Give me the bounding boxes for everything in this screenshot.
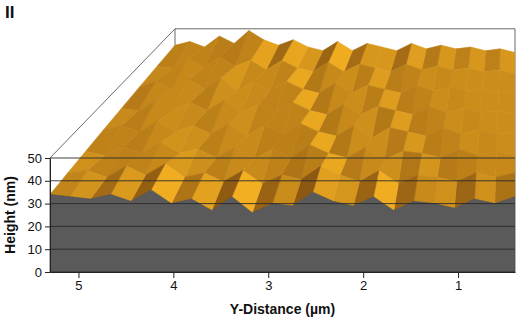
tick-mark (45, 158, 50, 159)
tick: 30 (28, 196, 50, 211)
tick-label: 20 (28, 219, 42, 234)
grid-line (50, 158, 515, 159)
grid-line (50, 249, 515, 250)
front-profile (50, 190, 515, 272)
tick: 2 (360, 272, 367, 293)
grid-line (50, 226, 515, 227)
tick-label: 30 (28, 196, 42, 211)
axis-line (51, 272, 516, 273)
tick-label: 1 (455, 278, 462, 293)
surface-cell (484, 49, 500, 72)
chart: 0 10 20 30 40 50 5 4 3 2 1 Y-Distance (µm) Height (n… (0, 0, 530, 326)
surface-cell (68, 151, 105, 173)
tick-label: 50 (28, 151, 42, 166)
box-edge (175, 28, 515, 29)
surface-cell (422, 128, 444, 158)
tick: 40 (28, 173, 50, 188)
grid-line (50, 180, 515, 181)
surface-cell (466, 68, 484, 91)
tick: 50 (28, 151, 50, 166)
surface-cell (408, 106, 430, 136)
tick: 4 (170, 272, 177, 293)
surface-cell (481, 89, 499, 112)
grid-line (50, 272, 515, 273)
tick-mark (45, 272, 50, 273)
grid-line (50, 203, 515, 204)
surface-cell (497, 110, 515, 133)
surface-cell (468, 47, 485, 72)
panel-label: II (5, 3, 14, 22)
grid (50, 158, 515, 272)
tick-mark (45, 249, 50, 250)
tick-label: 3 (265, 278, 272, 293)
tick: 20 (28, 219, 50, 234)
box-frame (50, 29, 515, 272)
surface-cell (499, 70, 515, 93)
tick: 0 (35, 265, 50, 280)
tick: 10 (28, 242, 50, 257)
tick-mark (78, 272, 79, 278)
surface-cell (475, 173, 496, 204)
axis-title: Y-Distance (µm) (230, 301, 335, 317)
surface-cell (50, 171, 87, 197)
axis-line (50, 159, 51, 273)
tick-mark (458, 272, 459, 278)
y-axis: 5 4 3 2 1 (51, 272, 516, 293)
box-edge (50, 29, 175, 158)
tick-mark (45, 226, 50, 227)
tick-label: 0 (35, 265, 42, 280)
tick-mark (45, 181, 50, 182)
tick-label: 2 (360, 278, 367, 293)
tick-mark (268, 272, 269, 278)
tick-label: 5 (75, 278, 82, 293)
tick-mark (173, 272, 174, 278)
tick: 1 (455, 272, 462, 293)
tick: 3 (265, 272, 272, 293)
tick-label: 40 (28, 173, 42, 188)
tick: 5 (75, 272, 82, 293)
tick-mark (45, 204, 50, 205)
z-axis: 0 10 20 30 40 50 (28, 151, 51, 280)
tick-label: 4 (170, 278, 177, 293)
surface-cell (499, 49, 515, 74)
box-edge (50, 158, 51, 272)
surface (50, 31, 515, 272)
tick-label: 10 (28, 242, 42, 257)
surface-cell (437, 149, 459, 182)
tick-mark (363, 272, 364, 278)
axis-title: Height (nm) (2, 176, 18, 254)
